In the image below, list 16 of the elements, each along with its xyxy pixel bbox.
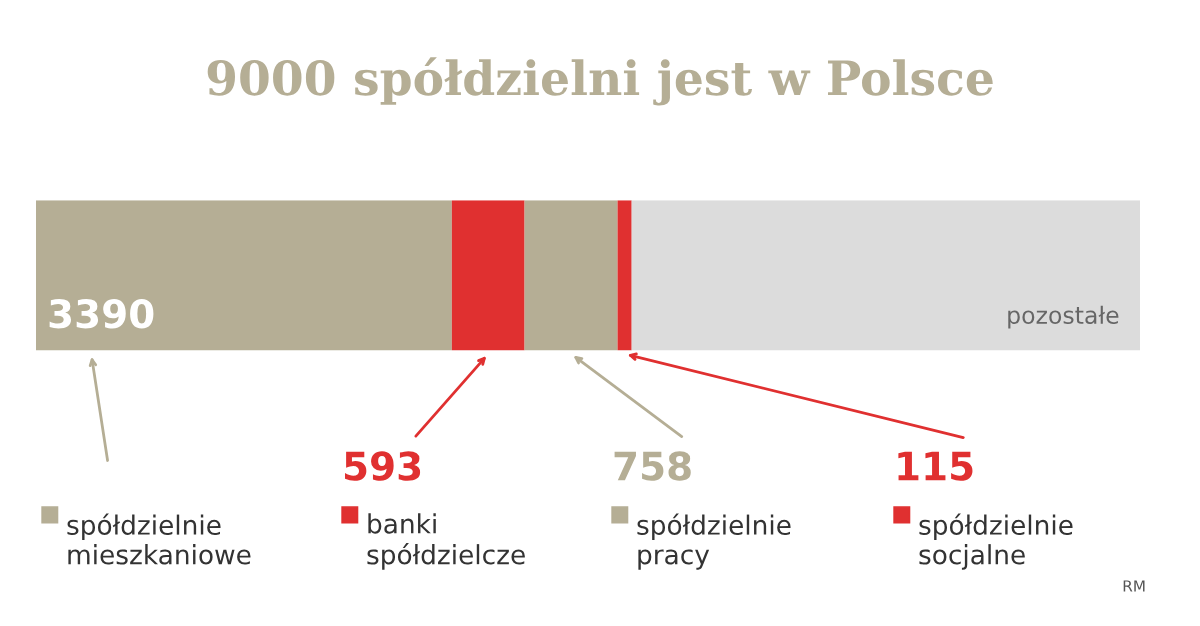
bar: [631, 200, 1140, 351]
legend-label: spółdzielnie pracy: [637, 513, 791, 570]
data-label: 3390: [49, 299, 154, 329]
legend-label: banki spółdzielcze: [367, 513, 525, 570]
bar: [451, 200, 525, 351]
data-label: 115: [898, 451, 973, 481]
bar: [524, 200, 618, 351]
series-label: pozostałe: [1008, 305, 1119, 329]
legend-label: spółdzielnie mieszkaniowe: [67, 513, 251, 565]
text: RM: [1123, 580, 1145, 592]
chart-title: 9000 spółdzielni jest w Polsce: [207, 57, 993, 106]
bar: [36, 200, 452, 351]
data-label: 593: [345, 451, 421, 481]
data-label: 758: [614, 451, 691, 481]
bar: [617, 200, 632, 351]
legend-label: spółdzielnie socjalne: [919, 513, 1073, 570]
